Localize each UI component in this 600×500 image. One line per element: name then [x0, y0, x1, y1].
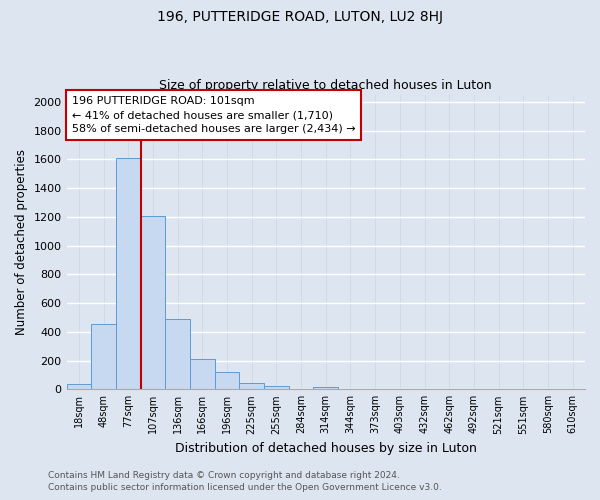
Bar	[190, 359, 215, 390]
Bar	[140, 216, 165, 390]
Title: Size of property relative to detached houses in Luton: Size of property relative to detached ho…	[160, 79, 492, 92]
Bar	[313, 387, 338, 390]
Bar	[239, 383, 264, 390]
X-axis label: Distribution of detached houses by size in Luton: Distribution of detached houses by size …	[175, 442, 477, 455]
Bar	[215, 372, 239, 390]
Y-axis label: Number of detached properties: Number of detached properties	[15, 149, 28, 335]
Bar	[165, 319, 190, 390]
Text: 196 PUTTERIDGE ROAD: 101sqm
← 41% of detached houses are smaller (1,710)
58% of : 196 PUTTERIDGE ROAD: 101sqm ← 41% of det…	[72, 96, 355, 134]
Bar	[264, 386, 289, 390]
Bar	[91, 324, 116, 390]
Bar	[67, 384, 91, 390]
Text: Contains HM Land Registry data © Crown copyright and database right 2024.
Contai: Contains HM Land Registry data © Crown c…	[48, 471, 442, 492]
Bar	[116, 158, 140, 390]
Text: 196, PUTTERIDGE ROAD, LUTON, LU2 8HJ: 196, PUTTERIDGE ROAD, LUTON, LU2 8HJ	[157, 10, 443, 24]
